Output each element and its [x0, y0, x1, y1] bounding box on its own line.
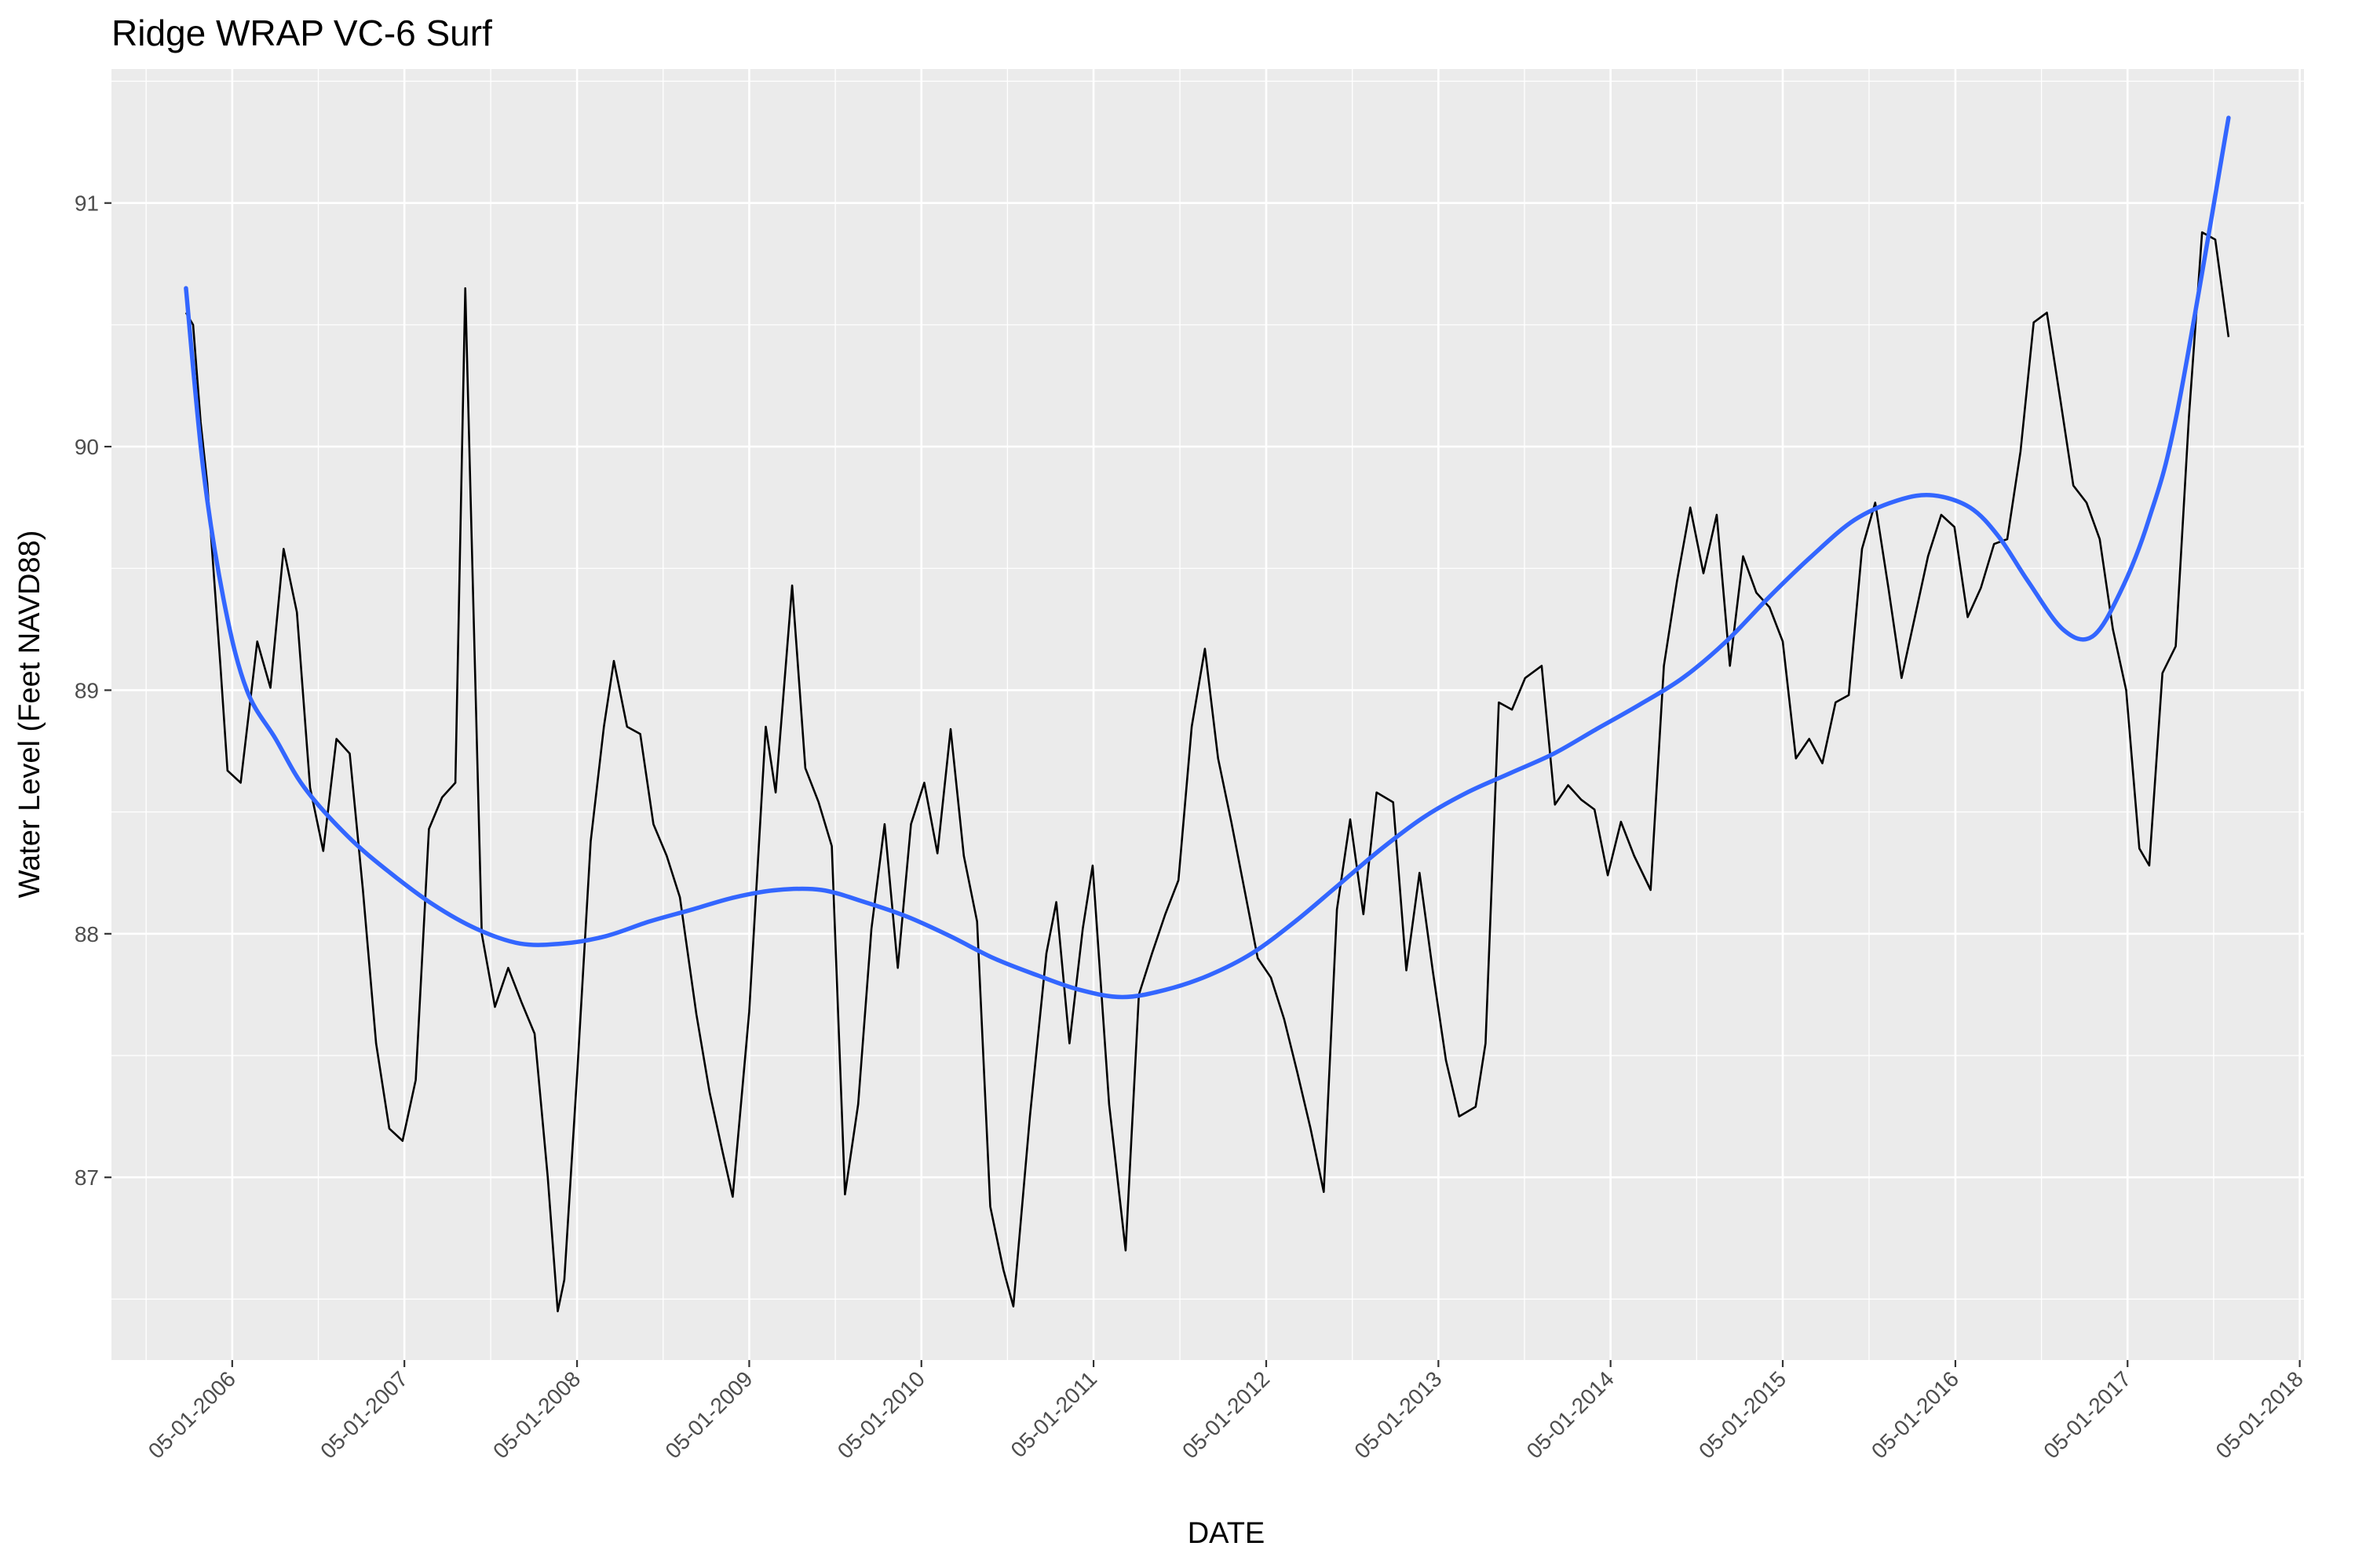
x-tick-label: 05-01-2008	[488, 1366, 585, 1463]
y-tick-label: 88	[75, 922, 99, 946]
x-tick-label: 05-01-2011	[1006, 1366, 1102, 1462]
y-axis: 87 88 89 90 91	[75, 191, 111, 1190]
water-level-line	[184, 231, 2230, 1313]
plot-panel	[111, 69, 2304, 1360]
x-tick-label: 05-01-2007	[316, 1366, 412, 1463]
smooth-trend-line	[184, 115, 2231, 1000]
series-layer	[184, 115, 2231, 1313]
y-tick-label: 90	[75, 435, 99, 459]
chart-title: Ridge WRAP VC-6 Surf	[111, 13, 492, 53]
y-axis-title: Water Level (Feet NAVD88)	[13, 531, 46, 899]
grid	[111, 69, 2304, 1360]
x-tick-label: 05-01-2006	[144, 1366, 240, 1463]
x-tick-label: 05-01-2013	[1349, 1366, 1446, 1463]
x-tick-label: 05-01-2018	[2211, 1366, 2308, 1463]
x-tick-label: 05-01-2012	[1178, 1366, 1274, 1463]
x-tick-label: 05-01-2009	[660, 1366, 757, 1463]
x-tick-label: 05-01-2015	[1694, 1366, 1791, 1463]
x-tick-label: 05-01-2014	[1522, 1366, 1619, 1463]
x-axis: 05-01-2006 05-01-2007 05-01-2008 05-01-2009…	[144, 1360, 2308, 1464]
x-tick-label: 05-01-2010	[833, 1366, 929, 1463]
y-tick-label: 91	[75, 191, 99, 216]
x-tick-label: 05-01-2016	[1867, 1366, 1963, 1463]
y-tick-label: 87	[75, 1165, 99, 1190]
x-tick-label: 05-01-2017	[2039, 1366, 2135, 1463]
y-tick-label: 89	[75, 678, 99, 702]
x-axis-title: DATE	[1188, 1517, 1265, 1550]
